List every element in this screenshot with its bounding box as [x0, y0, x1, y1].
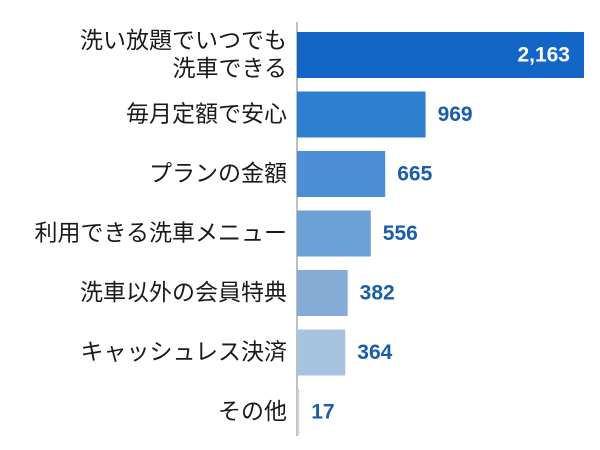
category-label-line: 洗い放題でいつでも	[80, 28, 287, 54]
bar-3	[297, 210, 371, 257]
category-label-line: 洗車できる	[172, 56, 287, 82]
value-label-5: 364	[357, 341, 392, 364]
category-label-1: 毎月定額で安心	[126, 102, 287, 128]
category-label-line: プランの金額	[149, 161, 287, 187]
category-label-line: 毎月定額で安心	[126, 102, 287, 128]
bar-2	[297, 151, 386, 197]
category-label-6: その他	[218, 399, 287, 425]
category-label-line: その他	[218, 399, 287, 425]
value-label-3: 556	[383, 222, 418, 245]
value-label-0: 2,163	[517, 44, 570, 67]
value-label-2: 665	[397, 163, 432, 186]
bar-5	[297, 329, 346, 376]
category-label-2: プランの金額	[149, 161, 287, 187]
category-label-line: 洗車以外の会員特典	[80, 280, 287, 306]
category-label-0: 洗い放題でいつでも洗車できる	[80, 28, 287, 82]
value-labels-group: 2,163 969 665 556 382 364 17	[311, 44, 570, 424]
bar-0	[297, 32, 584, 78]
category-label-line: キャッシュレス決済	[80, 340, 287, 366]
category-label-line: 利用できる洗車メニュー	[34, 221, 287, 247]
category-label-4: 洗車以外の会員特典	[80, 280, 287, 306]
bar-6	[297, 389, 300, 435]
bar-4	[297, 270, 348, 316]
category-label-5: キャッシュレス決済	[80, 340, 287, 366]
category-label-3: 利用できる洗車メニュー	[34, 221, 287, 247]
value-label-4: 382	[360, 282, 395, 305]
value-label-1: 969	[438, 103, 473, 126]
category-labels-group: 洗い放題でいつでも洗車できる毎月定額で安心プランの金額利用できる洗車メニュー洗車…	[34, 28, 287, 425]
bar-1	[297, 91, 426, 138]
bars-group	[297, 32, 584, 435]
value-label-6: 17	[311, 401, 334, 424]
